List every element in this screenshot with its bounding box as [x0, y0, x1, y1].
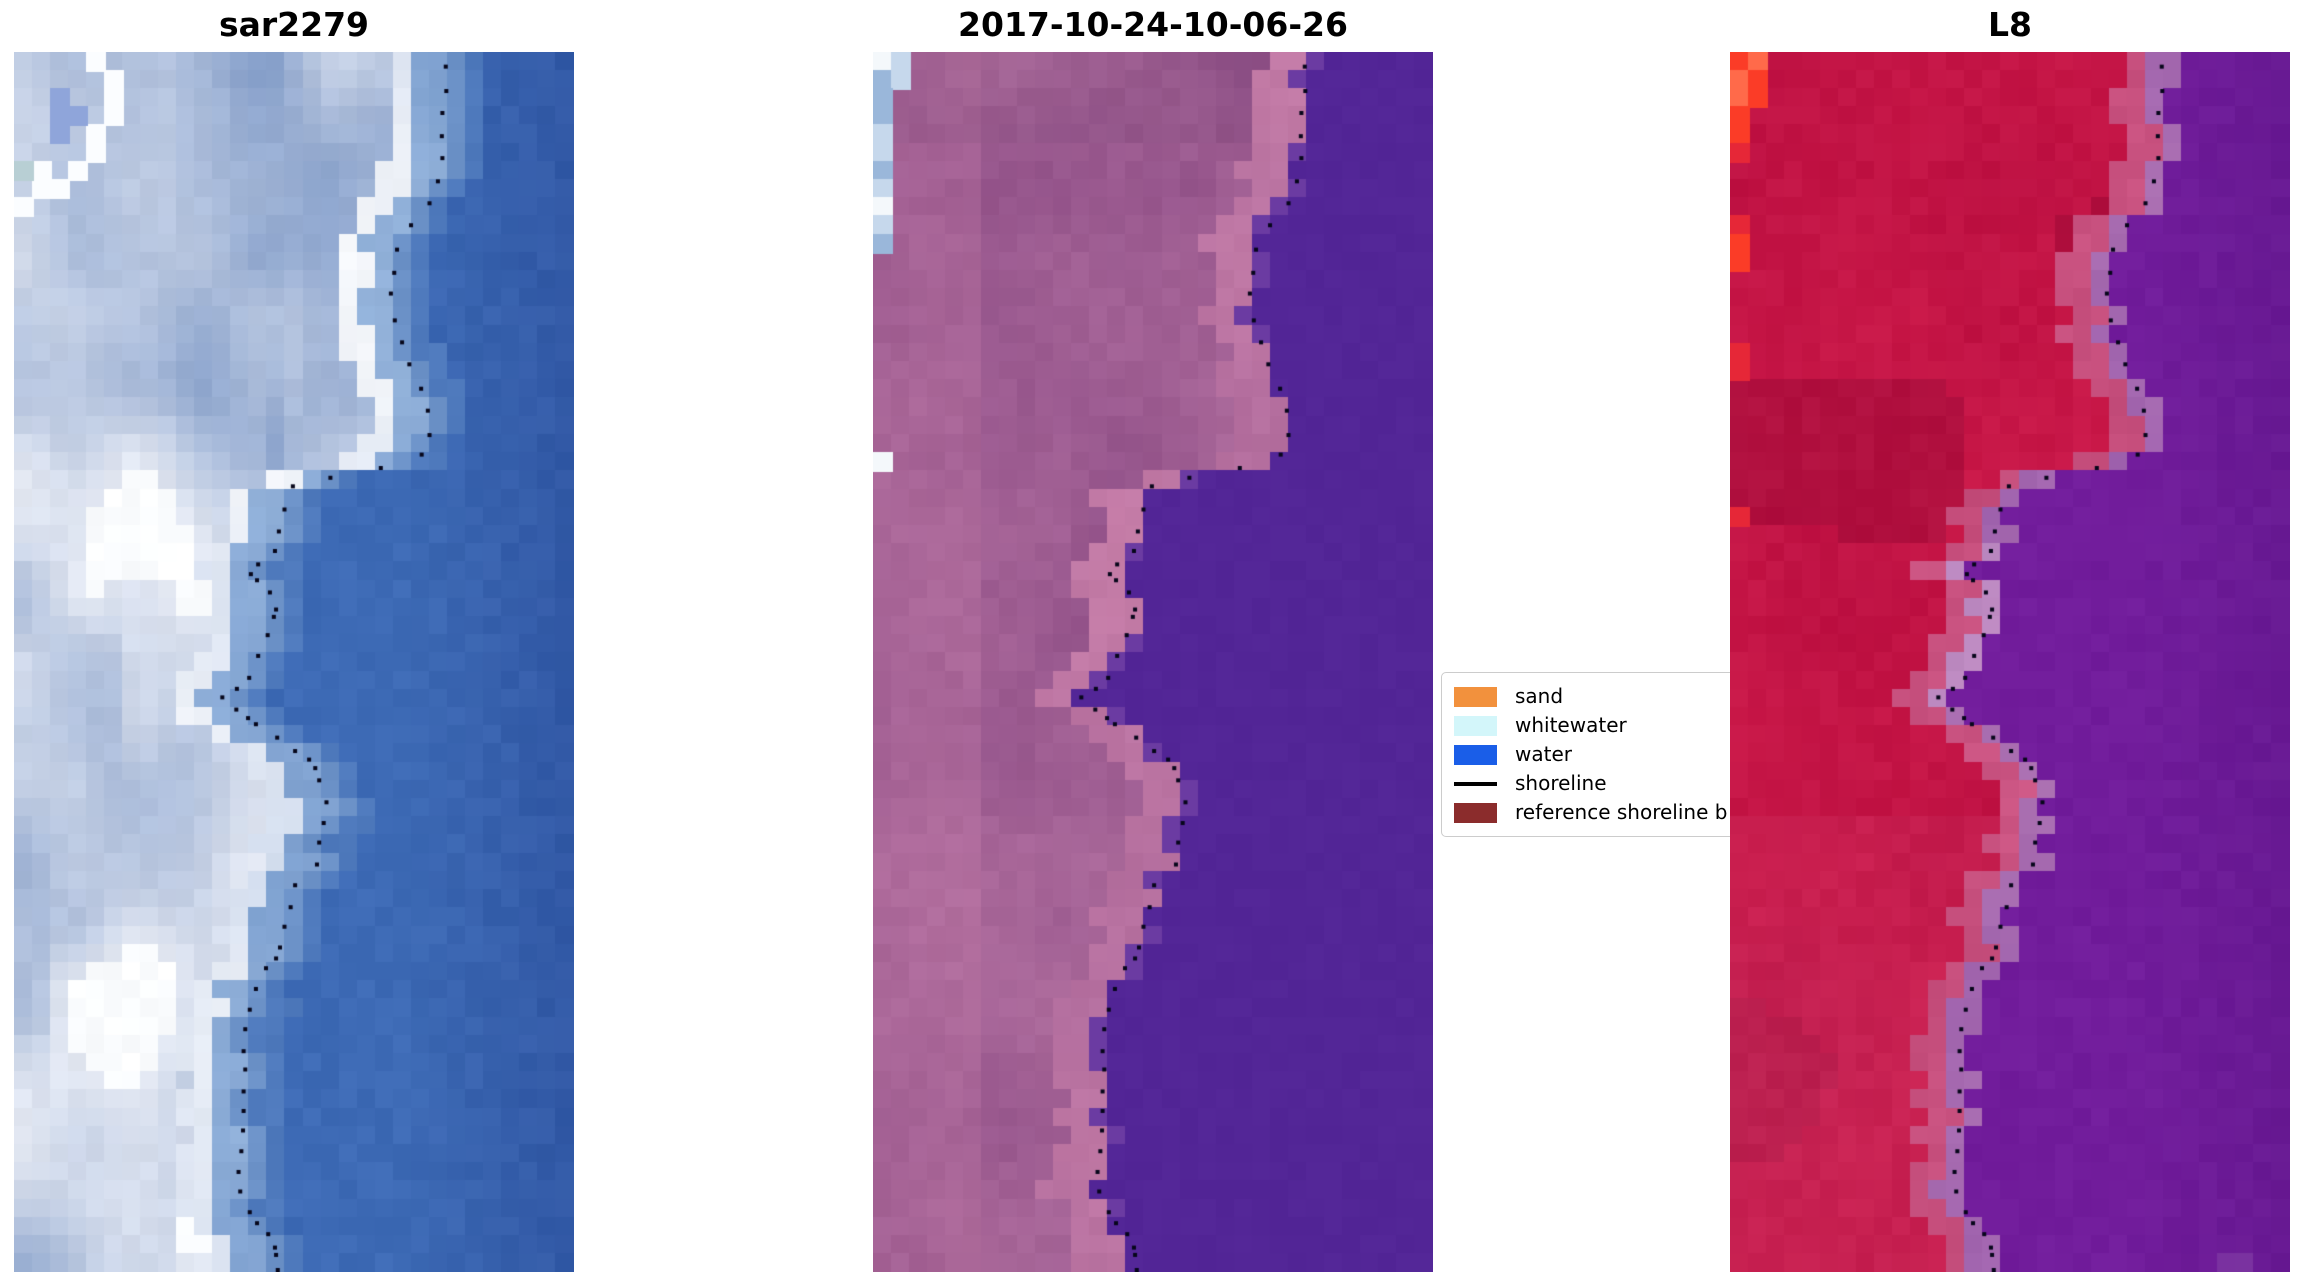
- legend-label: shoreline: [1515, 771, 1607, 795]
- legend-item-shoreline: shoreline: [1454, 769, 1758, 798]
- panel-sar2279-image: [14, 52, 574, 1272]
- panel-title-l8: L8: [1988, 5, 2032, 44]
- panel-title-sar2279: sar2279: [218, 5, 370, 44]
- legend-item-whitewater: whitewater: [1454, 711, 1758, 740]
- legend: sand whitewater water shoreline referenc…: [1441, 672, 1771, 837]
- legend-label: reference shoreline b: [1515, 800, 1728, 824]
- legend-label: water: [1515, 742, 1572, 766]
- legend-item-sand: sand: [1454, 682, 1758, 711]
- legend-label: sand: [1515, 684, 1564, 708]
- legend-item-reference-shoreline-buffer: reference shoreline b: [1454, 798, 1758, 827]
- sand-swatch-icon: [1454, 686, 1497, 707]
- reference-shoreline-swatch-icon: [1454, 802, 1497, 823]
- panel-s2-image: [873, 52, 1433, 1272]
- whitewater-swatch-icon: [1454, 715, 1497, 736]
- panel-l8-image: [1730, 52, 2290, 1272]
- water-swatch-icon: [1454, 744, 1497, 765]
- legend-item-water: water: [1454, 740, 1758, 769]
- panel-title-date: 2017-10-24-10-06-26: [958, 5, 1348, 44]
- legend-label: whitewater: [1515, 713, 1627, 737]
- shoreline-line-icon: [1454, 781, 1497, 786]
